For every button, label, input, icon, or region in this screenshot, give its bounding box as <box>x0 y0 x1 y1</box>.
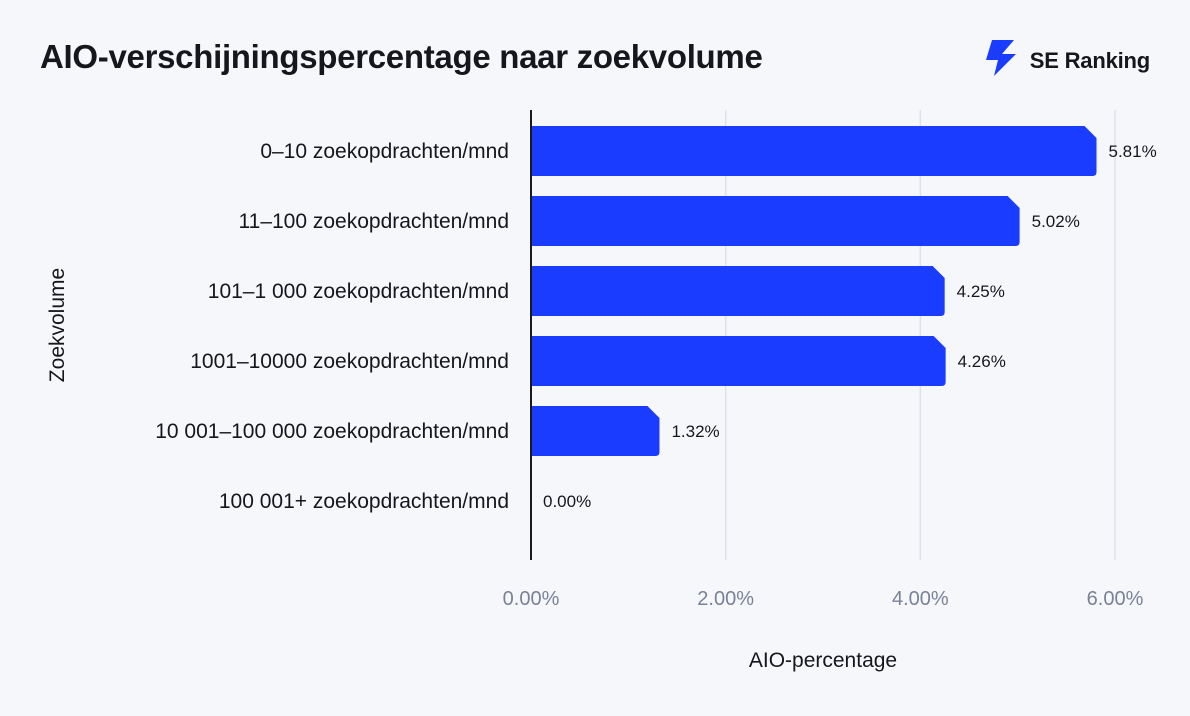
brand-name: SE Ranking <box>1029 47 1150 73</box>
brand: SE Ranking <box>982 38 1150 83</box>
category-label: 0–10 zoekopdrachten/mnd <box>260 140 509 163</box>
category-labels: 0–10 zoekopdrachten/mnd 11–100 zoekopdrac… <box>155 140 509 513</box>
x-tick-label: 0.00% <box>503 588 560 610</box>
x-tick-label: 4.00% <box>892 588 949 610</box>
x-axis-title: AIO-percentage <box>749 649 897 672</box>
value-label: 4.25% <box>957 282 1005 301</box>
value-label: 5.81% <box>1109 142 1157 161</box>
x-tick-label: 6.00% <box>1087 588 1144 610</box>
page-title: AIO-verschijningspercentage naar zoekvol… <box>40 38 763 75</box>
bar <box>531 406 660 456</box>
category-label: 100 001+ zoekopdrachten/mnd <box>219 490 509 513</box>
bar <box>531 196 1020 246</box>
value-label: 1.32% <box>671 422 719 441</box>
bar <box>531 336 946 386</box>
value-label: 4.26% <box>958 352 1006 371</box>
category-label: 10 001–100 000 zoekopdrachten/mnd <box>155 420 509 443</box>
x-tick-labels: 0.00% 2.00% 4.00% 6.00% <box>503 588 1144 610</box>
grid-lines <box>724 110 1116 560</box>
value-label: 5.02% <box>1032 212 1080 231</box>
bars <box>531 126 1097 456</box>
y-axis-title: Zoekvolume <box>46 268 69 382</box>
bar <box>531 266 945 316</box>
value-labels: 5.81% 5.02% 4.25% 4.26% 1.32% 0.00% <box>543 142 1157 511</box>
se-ranking-logo-icon <box>982 38 1020 83</box>
category-label: 11–100 zoekopdrachten/mnd <box>239 210 509 233</box>
value-label: 0.00% <box>543 492 591 511</box>
bar <box>531 126 1097 176</box>
category-label: 101–1 000 zoekopdrachten/mnd <box>208 280 509 303</box>
category-label: 1001–10000 zoekopdrachten/mnd <box>190 350 509 373</box>
x-tick-label: 2.00% <box>697 588 754 610</box>
